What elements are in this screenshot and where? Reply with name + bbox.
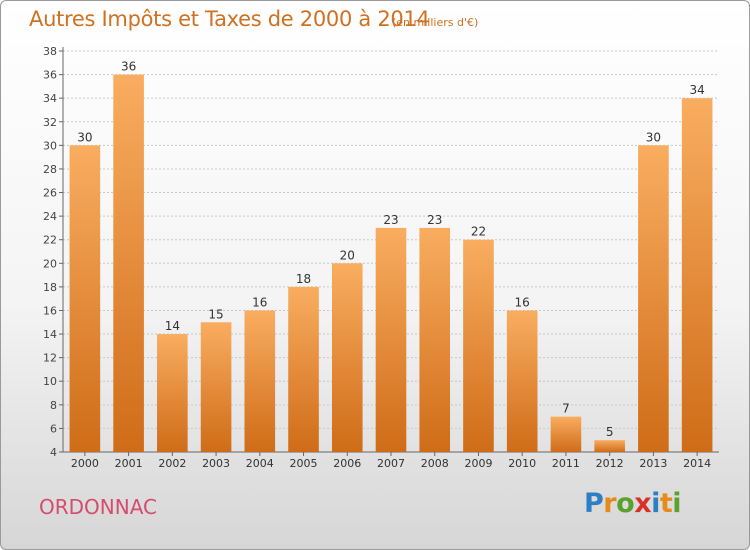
data-label-2013: 30 [646,130,661,144]
bar-2006 [331,263,363,452]
y-tick-labels: 4 6 8 10 12 14 16 18 20 22 24 26 28 30 32 34 36 38 [43,45,57,459]
x-tick-label-2006: 2006 [333,457,361,470]
x-tick-label-2000: 2000 [71,457,99,470]
x-tick-label-2009: 2009 [464,457,492,470]
x-tick-label-2011: 2011 [552,457,580,470]
x-tick-label-2004: 2004 [246,457,274,470]
y-tick-label: 8 [50,399,57,412]
y-tick-label: 10 [43,375,57,388]
x-tick-label-2012: 2012 [596,457,624,470]
bar-2013 [638,145,669,452]
y-tick-label: 4 [50,446,57,459]
data-label-2006: 20 [340,248,355,262]
y-tick-label: 20 [43,257,57,270]
data-label-2014: 34 [689,83,704,97]
data-label-2012: 5 [606,425,614,439]
data-label-2009: 22 [471,225,486,239]
data-label-2001: 36 [121,60,136,74]
chart-subtitle: (en milliers d'€) [392,16,479,29]
y-tick-label: 34 [43,92,57,105]
bar-2010 [506,310,538,452]
x-tick-label-2003: 2003 [202,457,230,470]
y-tick-label: 22 [43,234,57,247]
data-label-2003: 15 [208,307,223,321]
bar-2009 [463,239,494,452]
x-tick-label-2010: 2010 [508,457,536,470]
chart-title: Autres Impôts et Taxes de 2000 à 2014 [29,7,430,31]
y-tick-label: 26 [43,187,57,200]
bar-2011 [550,416,582,452]
bar-2014 [681,98,713,453]
bar-2007 [375,227,407,452]
x-tick-label-2014: 2014 [683,457,711,470]
bars [69,74,713,453]
y-tick-label: 12 [43,352,57,365]
data-label-2011: 7 [562,402,570,416]
bar-2000 [69,145,101,452]
bar-2012 [594,440,625,452]
x-tick-label-2007: 2007 [377,457,405,470]
data-label-2005: 18 [296,272,311,286]
y-tick-label: 16 [43,304,57,317]
y-tick-label: 6 [50,422,57,435]
data-label-2010: 16 [515,295,530,309]
data-label-2002: 14 [165,319,180,333]
y-tick-label: 38 [43,45,57,58]
data-labels: 30 36 14 15 16 18 20 23 23 22 16 7 5 30 34 [77,60,705,440]
data-label-2007: 23 [383,213,398,227]
proxiti-logo: Proxiti [584,488,682,519]
x-tick-label-2008: 2008 [421,457,449,470]
x-tick-label-2005: 2005 [290,457,318,470]
bar-2004 [244,310,276,452]
x-tick-label-2013: 2013 [639,457,667,470]
location-name: ORDONNAC [39,495,157,519]
bar-2005 [288,286,319,452]
y-tick-label: 36 [43,69,57,82]
bar-2008 [419,227,451,452]
data-label-2000: 30 [77,130,92,144]
data-label-2004: 16 [252,295,267,309]
data-label-2008: 23 [427,213,442,227]
y-tick-label: 28 [43,163,57,176]
y-tick-label: 18 [43,281,57,294]
y-tick-label: 30 [43,139,57,152]
bar-2003 [200,322,232,452]
x-tick-label-2001: 2001 [115,457,143,470]
y-tick-label: 32 [43,116,57,129]
bar-2001 [113,74,144,453]
x-tick-label-2002: 2002 [158,457,186,470]
x-tick-labels: 2000 2001 2002 2003 2004 2005 2006 2007 2008 2009… [71,457,711,470]
y-tick-label: 24 [43,210,57,223]
y-tick-label: 14 [43,328,57,341]
bar-2002 [157,334,188,452]
